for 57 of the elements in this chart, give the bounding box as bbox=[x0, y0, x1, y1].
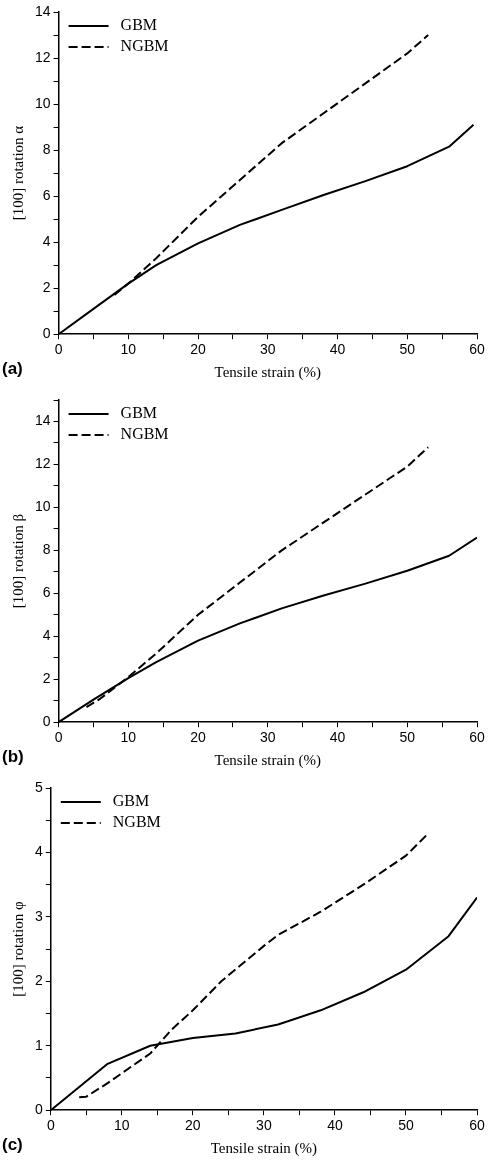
y-tick-label: 14 bbox=[34, 412, 51, 429]
y-tick-label: 4 bbox=[42, 627, 51, 644]
x-tick-label: 30 bbox=[260, 729, 276, 746]
x-tick-label: 0 bbox=[54, 729, 63, 746]
x-tick-label: 60 bbox=[469, 729, 485, 746]
y-tick-label: 14 bbox=[34, 2, 51, 19]
x-axis-title: Tensile strain (%) bbox=[214, 363, 321, 381]
y-tick-label: 12 bbox=[34, 48, 51, 65]
y-tick-label: 2 bbox=[42, 279, 51, 296]
y-axis-title: [100] rotation φ bbox=[9, 901, 26, 997]
x-tick-label: 30 bbox=[256, 1117, 272, 1134]
x-tick-label: 20 bbox=[190, 729, 207, 746]
y-tick-label: 10 bbox=[34, 498, 51, 515]
y-tick-label: 2 bbox=[34, 972, 43, 989]
x-tick-label: 40 bbox=[329, 729, 346, 746]
text: (b) bbox=[2, 747, 24, 767]
x-tick-label: 0 bbox=[54, 341, 63, 358]
text: (a) bbox=[2, 359, 23, 379]
x-tick-label: 40 bbox=[329, 341, 346, 358]
text: (c) bbox=[2, 1135, 23, 1155]
x-tick-label: 50 bbox=[399, 341, 416, 358]
x-tick-label: 10 bbox=[114, 1117, 130, 1134]
y-tick-label: 8 bbox=[42, 541, 51, 558]
x-tick-label: 60 bbox=[469, 341, 485, 358]
x-tick-label: 50 bbox=[399, 729, 416, 746]
x-tick-label: 10 bbox=[120, 341, 137, 358]
x-tick-label: 20 bbox=[185, 1117, 201, 1134]
y-tick-label: 12 bbox=[34, 455, 51, 472]
y-tick-label: 4 bbox=[42, 233, 51, 249]
x-tick-label: 30 bbox=[260, 341, 276, 358]
y-tick-label: 6 bbox=[42, 186, 51, 203]
legend-label: GBM bbox=[120, 16, 158, 34]
y-tick-label: 4 bbox=[34, 843, 43, 860]
legend-label: NGBM bbox=[112, 813, 161, 831]
y-tick-label: 1 bbox=[34, 1036, 43, 1053]
y-tick-label: 0 bbox=[42, 325, 51, 342]
x-tick-label: 20 bbox=[190, 341, 207, 358]
legend-label: GBM bbox=[120, 404, 158, 422]
y-tick-label: 0 bbox=[42, 713, 51, 730]
y-tick-label: 8 bbox=[42, 140, 51, 157]
y-tick-label: 0 bbox=[34, 1101, 43, 1118]
y-tick-label: 6 bbox=[42, 584, 51, 601]
legend-label: NGBM bbox=[120, 37, 169, 55]
y-tick-label: 5 bbox=[34, 778, 43, 795]
y-axis-title: [100] rotation α bbox=[9, 125, 26, 221]
y-tick-label: 10 bbox=[34, 94, 51, 111]
x-tick-label: 60 bbox=[469, 1117, 485, 1134]
y-tick-label: 3 bbox=[34, 907, 43, 924]
legend-label: NGBM bbox=[120, 425, 169, 443]
x-axis-title: Tensile strain (%) bbox=[210, 1139, 318, 1157]
y-tick-label: 2 bbox=[42, 670, 51, 687]
x-tick-label: 40 bbox=[327, 1117, 343, 1134]
legend-label: GBM bbox=[112, 792, 150, 810]
x-tick-label: 10 bbox=[120, 729, 137, 746]
x-tick-label: 50 bbox=[398, 1117, 414, 1134]
x-axis-title: Tensile strain (%) bbox=[214, 751, 321, 769]
y-axis-title: [100] rotation β bbox=[9, 513, 26, 609]
